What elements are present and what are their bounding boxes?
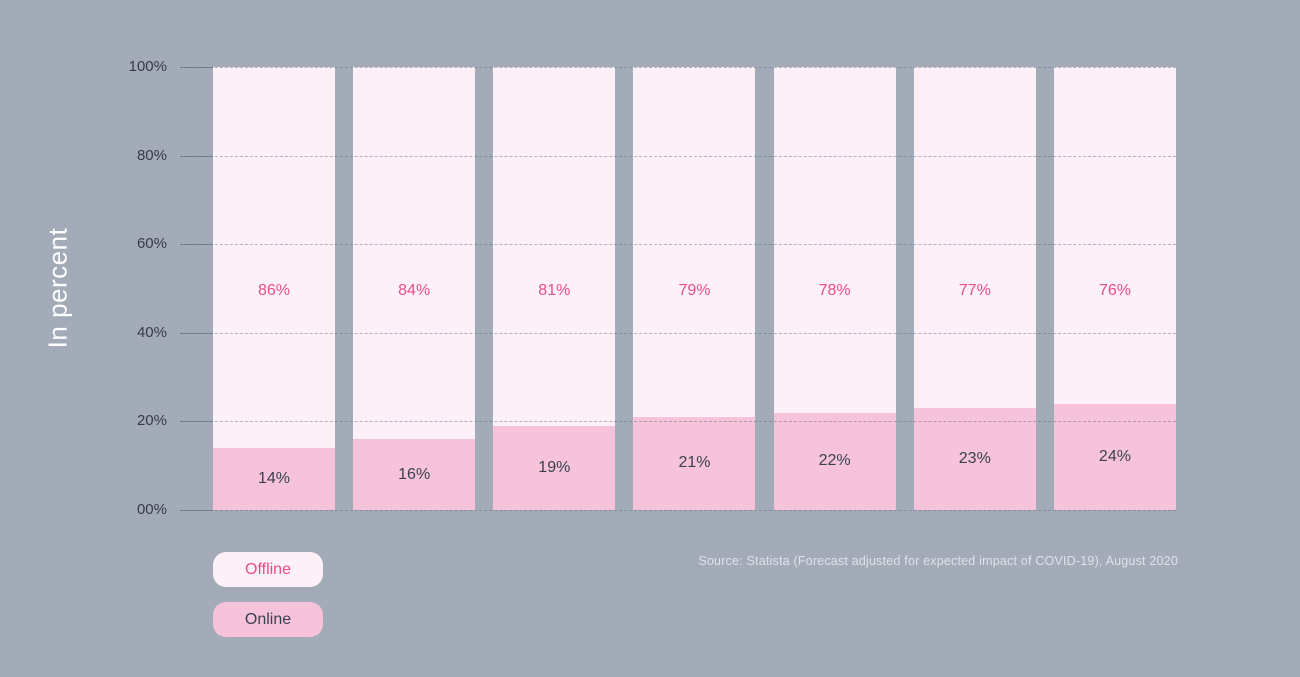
offline-segment xyxy=(493,67,616,426)
y-tick-label: 40% xyxy=(136,323,167,341)
online-value-label: 14% xyxy=(257,469,291,487)
y-tick-label: 20% xyxy=(136,412,167,430)
legend: Offline Online xyxy=(213,552,323,652)
offline-segment xyxy=(353,67,476,440)
legend-label-online: Online xyxy=(244,610,292,628)
y-tick-label: 60% xyxy=(136,235,167,253)
tick-mark xyxy=(180,332,213,334)
offline-segment xyxy=(213,67,335,448)
bar-column: 22% 78% xyxy=(773,67,896,510)
offline-segment xyxy=(913,67,1036,409)
bar-column: 21% 79% xyxy=(633,67,756,510)
online-value-label: 23% xyxy=(958,450,991,468)
tick-mark xyxy=(180,421,213,423)
tick-mark xyxy=(180,67,213,68)
bar-column: 16% 84% xyxy=(353,67,476,510)
tick-mark xyxy=(180,510,213,511)
offline-value-label: 86% xyxy=(257,282,291,299)
online-segment: 16% xyxy=(353,439,476,510)
online-segment: 23% xyxy=(913,408,1036,510)
y-axis: 100% 80% 60% 40% 20% 00% xyxy=(0,58,167,518)
online-value-label: 19% xyxy=(538,458,571,476)
offline-segment xyxy=(1053,67,1176,404)
tick-mark xyxy=(180,155,213,157)
online-value-label: 22% xyxy=(818,452,851,470)
legend-item-online[interactable]: Online xyxy=(213,602,323,637)
offline-value-label: 84% xyxy=(398,282,431,299)
bar-column: 19% 81% xyxy=(493,67,616,510)
offline-value-label: 81% xyxy=(538,282,571,299)
online-value-label: 21% xyxy=(678,454,711,472)
bar-column: 24% 76% xyxy=(1053,67,1176,510)
online-segment: 24% xyxy=(1053,403,1176,510)
online-segment: 19% xyxy=(493,425,616,510)
offline-value-label: 76% xyxy=(1098,282,1131,299)
offline-segment xyxy=(773,67,896,413)
bars-container: 14% 86% 16% 84% 19% 81% 21% 79% 22% 78% 23% 77% 24% 7… xyxy=(213,67,1176,510)
online-segment: 14% xyxy=(213,447,335,510)
legend-label-offline: Offline xyxy=(245,560,291,578)
online-segment: 22% xyxy=(773,412,896,510)
offline-segment xyxy=(633,67,756,417)
y-tick-label: 80% xyxy=(136,146,167,164)
offline-value-label: 79% xyxy=(678,282,711,299)
y-tick-label: 00% xyxy=(136,501,167,518)
offline-value-label: 77% xyxy=(958,282,991,299)
y-tick-label: 100% xyxy=(128,58,167,75)
online-value-label: 24% xyxy=(1098,447,1131,465)
legend-item-offline[interactable]: Offline xyxy=(213,552,323,587)
online-segment: 21% xyxy=(633,416,756,510)
bar-column: 23% 77% xyxy=(913,67,1036,510)
source-note: Source: Statista (Forecast adjusted for … xyxy=(698,554,1178,568)
gridline xyxy=(180,510,1176,511)
bar-column: 14% 86% xyxy=(213,67,335,510)
tick-mark xyxy=(180,244,213,246)
online-value-label: 16% xyxy=(398,465,431,483)
offline-value-label: 78% xyxy=(818,282,851,299)
